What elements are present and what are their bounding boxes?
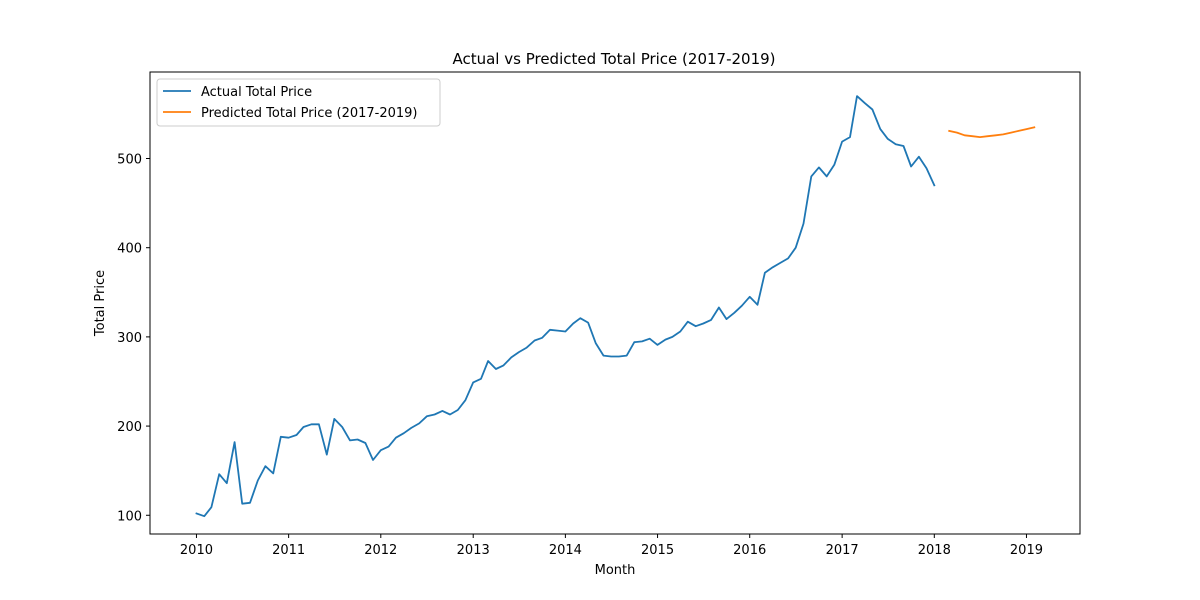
plot-area [149,71,1081,535]
x-axis-title: Month [595,563,636,578]
y-tick-label: 100 [117,509,142,524]
x-tick-label: 2011 [272,543,305,558]
legend-box [156,78,441,127]
x-tick-label: 2014 [549,543,582,558]
y-tick-label: 500 [117,153,142,168]
x-tick-label: 2013 [457,543,490,558]
x-tick-label: 2018 [918,543,951,558]
y-tick-label: 200 [117,420,142,435]
series-line-1 [195,95,936,518]
y-axis-title: Total Price [93,270,108,337]
x-tick-label: 2019 [1010,543,1043,558]
x-tick-label: 2016 [733,543,766,558]
y-tick-label: 400 [117,242,142,257]
x-tick-label: 2015 [641,543,674,558]
x-tick-label: 2010 [180,543,213,558]
x-tick-label: 2012 [364,543,397,558]
y-axis: 100 200 300 400 500 [117,153,150,524]
legend: Actual Total Price Predicted Total Price … [156,78,441,127]
y-tick-label: 300 [117,331,142,346]
legend-label-1: Actual Total Price [201,85,312,100]
series-line-2 [948,126,1036,139]
x-tick-label: 2017 [826,543,859,558]
chart-title: Actual vs Predicted Total Price (2017-20… [452,50,775,68]
legend-label-2: Predicted Total Price (2017-2019) [201,106,418,121]
x-axis: 2010 2011 2012 2013 2014 2015 2016 2017 2018 2019 [180,534,1043,558]
series-layer [195,95,1036,518]
plot-frame [149,71,1081,535]
